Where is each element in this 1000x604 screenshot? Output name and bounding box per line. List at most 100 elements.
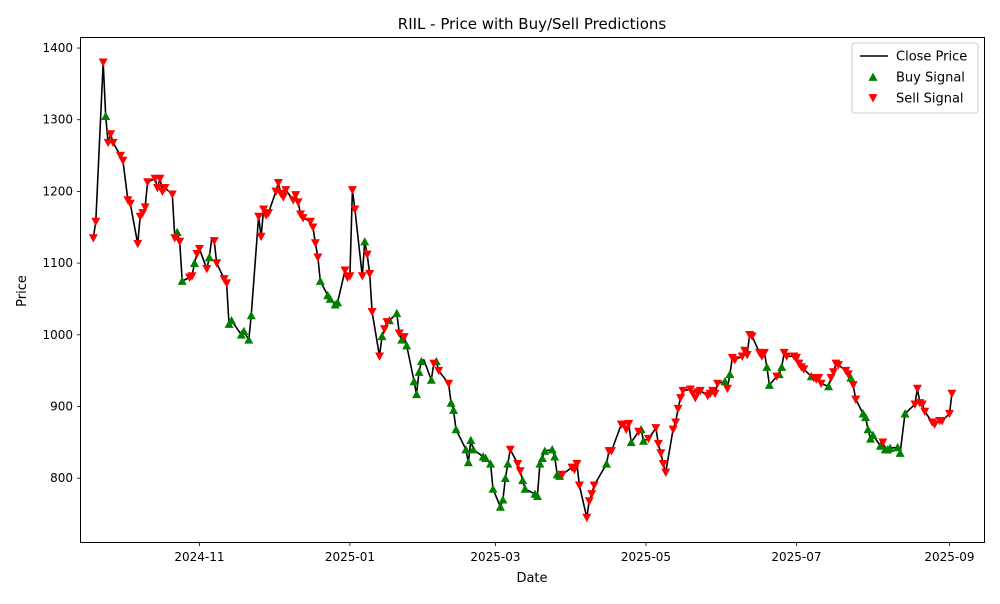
sell-signal-marker — [772, 372, 782, 381]
buy-signal-marker — [500, 473, 510, 483]
buy-signal-marker — [377, 331, 387, 341]
sell-signal-marker — [668, 425, 678, 434]
buy-signal-marker — [895, 448, 905, 457]
buy-signal-marker — [503, 459, 513, 468]
sell-signal-marker — [313, 253, 323, 262]
sell-signal-marker — [115, 151, 125, 161]
buy-signal-marker — [246, 310, 256, 320]
buy-signal-marker — [550, 452, 560, 461]
x-tick-label: 2024-11 — [174, 550, 224, 564]
x-tick-label: 2025-07 — [771, 550, 821, 564]
chart-title: RIIL - Price with Buy/Sell Predictions — [398, 15, 667, 33]
buy-signal-marker — [461, 445, 471, 454]
sell-signal-marker — [382, 318, 392, 327]
sell-signal-marker — [399, 333, 409, 342]
buy-signal-marker — [540, 446, 550, 455]
sell-signal-marker — [713, 379, 723, 389]
buy-signal-marker — [468, 445, 478, 454]
sell-signal-marker — [345, 272, 355, 281]
sell-signal-marker — [429, 359, 439, 368]
buy-signal-marker — [239, 326, 249, 336]
sell-signal-marker — [140, 203, 150, 212]
sell-signal-marker — [340, 266, 350, 275]
sell-signal-marker — [722, 384, 732, 394]
buy-signal-marker — [764, 380, 774, 389]
sell-signal-marker — [88, 234, 98, 243]
sell-signal-marker — [651, 424, 661, 433]
buy-signal-marker — [402, 341, 412, 350]
y-tick-label: 1200 — [42, 184, 73, 198]
sell-signal-marker — [98, 58, 108, 67]
sell-signal-marker — [293, 198, 303, 207]
sell-signal-marker — [833, 361, 843, 370]
sell-signal-marker — [685, 385, 695, 394]
buy-signal-marker — [426, 375, 436, 384]
sell-signal-marker — [740, 346, 750, 356]
buy-signal-marker — [875, 441, 885, 450]
x-tick-label: 2025-09 — [924, 550, 974, 564]
x-axis-label: Date — [516, 571, 547, 586]
y-tick-label: 1000 — [42, 328, 73, 342]
sell-signal-marker — [814, 373, 824, 383]
buy-signal-marker — [885, 443, 895, 452]
sell-signal-marker — [170, 234, 180, 243]
sell-signal-marker — [167, 190, 177, 199]
sell-signal-marker — [187, 272, 197, 281]
sell-signal-marker — [742, 351, 752, 360]
sell-signal-marker — [673, 404, 683, 414]
buy-signal-marker — [488, 484, 498, 493]
sell-signal-marker — [653, 439, 663, 449]
buy-signal-marker — [204, 252, 214, 262]
sell-signal-marker — [917, 400, 927, 409]
x-axis-ticks: 2024-11 2025-01 2025-03 2025-05 2025-07 2025-… — [174, 542, 975, 564]
buy-signal-marker — [416, 356, 426, 366]
buy-signal-marker — [414, 367, 424, 376]
sell-signal-marker — [643, 434, 653, 444]
buy-signal-marker — [846, 373, 856, 382]
sell-signal-marker — [308, 223, 318, 232]
sell-signal-marker — [106, 130, 116, 139]
buy-signal-marker — [868, 430, 878, 440]
sell-signal-marker — [843, 370, 853, 379]
sell-signal-marker — [634, 427, 644, 437]
buy-signal-marker — [518, 475, 528, 485]
buy-signal-marker — [333, 298, 343, 307]
sell-signal-marker — [375, 352, 385, 361]
y-tick-label: 1400 — [42, 41, 73, 55]
buy-signal-marker — [172, 227, 182, 237]
buy-signal-marker — [412, 389, 422, 399]
sell-signal-marker — [278, 193, 288, 202]
plot-frame — [80, 37, 985, 543]
buy-signal-marker — [495, 502, 505, 511]
buy-signal-marker — [863, 424, 873, 434]
buy-signal-marker — [762, 362, 772, 371]
buy-signal-marker — [777, 362, 787, 371]
sell-signal-marker — [125, 199, 135, 209]
sell-signal-marker — [379, 325, 389, 334]
sell-signal-marker — [222, 279, 232, 288]
sell-signal-marker — [730, 356, 740, 365]
sell-signal-marker — [160, 184, 170, 193]
buy-signal-marker — [227, 315, 236, 325]
sell-signal-marker — [143, 178, 153, 187]
sell-signal-marker — [557, 470, 567, 480]
sell-signal-marker — [937, 417, 947, 426]
buy-signal-marker — [101, 111, 111, 120]
sell-signal-marker — [513, 460, 523, 469]
sell-signal-marker — [878, 438, 888, 447]
sell-signal-marker — [133, 239, 143, 249]
sell-signal-marker — [434, 366, 444, 376]
sell-signal-marker — [606, 447, 616, 456]
x-tick-label: 2025-03 — [470, 550, 520, 564]
buy-signal-marker — [360, 237, 370, 246]
sell-signal-marker — [829, 368, 838, 377]
sell-signal-marker — [661, 468, 671, 477]
sell-signal-marker — [678, 386, 688, 396]
legend-sell-swatch — [868, 94, 878, 103]
sell-signal-marker — [589, 481, 599, 490]
sell-signal-marker — [671, 418, 681, 427]
buy-signal-marker — [537, 453, 547, 462]
buy-signal-marker — [498, 495, 508, 504]
buy-signal-marker — [409, 376, 419, 386]
sell-signal-marker — [747, 332, 757, 341]
